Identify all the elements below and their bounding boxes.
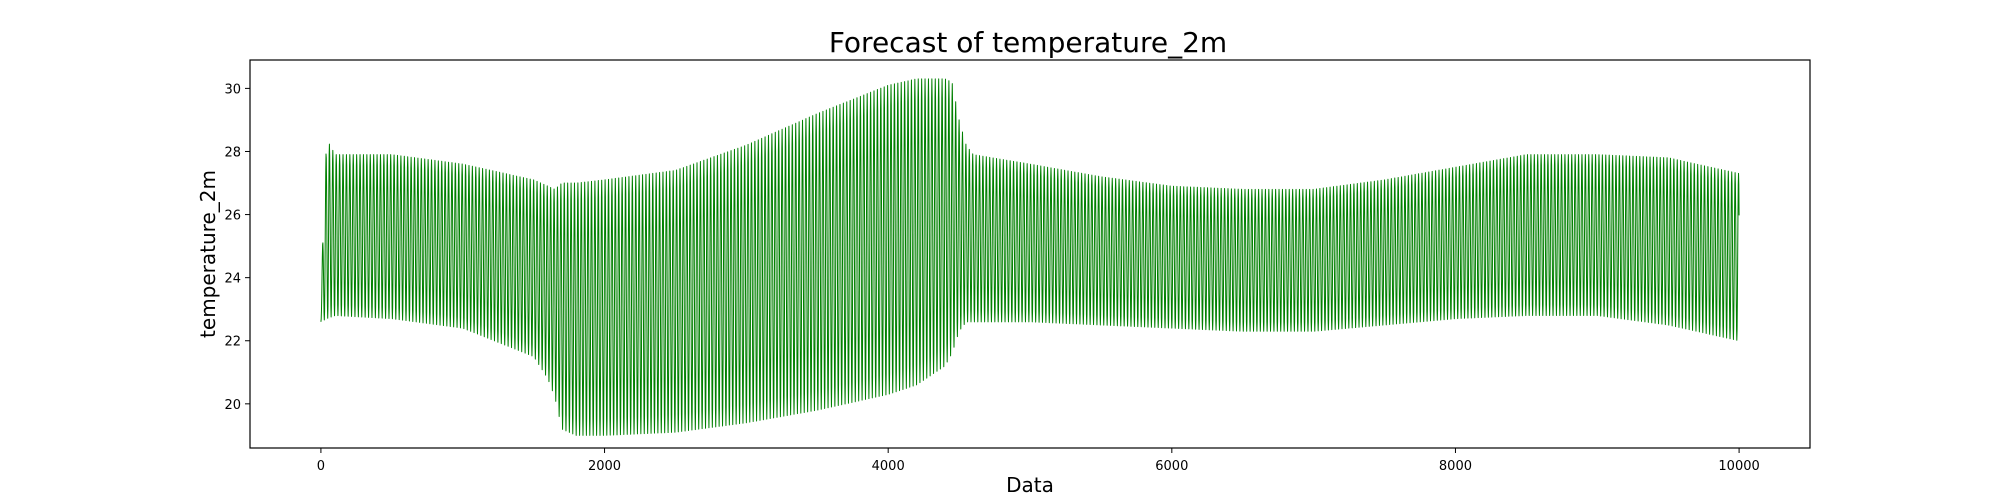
series-line-0 (320, 78, 1740, 436)
y-tick-label: 28 (224, 145, 241, 160)
y-tick-label: 26 (224, 209, 241, 224)
x-tick-label: 10000 (1718, 459, 1759, 474)
x-tick-label: 8000 (1439, 459, 1472, 474)
y-axis-ticks: 20 22 24 26 28 30 (224, 82, 250, 413)
series-layer (320, 78, 1740, 436)
y-tick-label: 30 (224, 82, 241, 97)
y-axis-label: temperature_2m (196, 170, 220, 338)
plot-frame (249, 59, 1811, 449)
y-tick-label: 24 (224, 272, 241, 287)
y-tick-label: 22 (224, 335, 241, 350)
x-axis-label: Data (1006, 473, 1054, 497)
x-tick-label: 0 (317, 459, 325, 474)
chart-title: Forecast of temperature_2m (829, 26, 1227, 59)
y-tick-label: 20 (224, 398, 241, 413)
x-tick-label: 4000 (872, 459, 905, 474)
x-tick-label: 6000 (1155, 459, 1188, 474)
x-axis-ticks: 0 2000 4000 6000 8000 10000 (317, 448, 1760, 474)
x-tick-label: 2000 (588, 459, 621, 474)
